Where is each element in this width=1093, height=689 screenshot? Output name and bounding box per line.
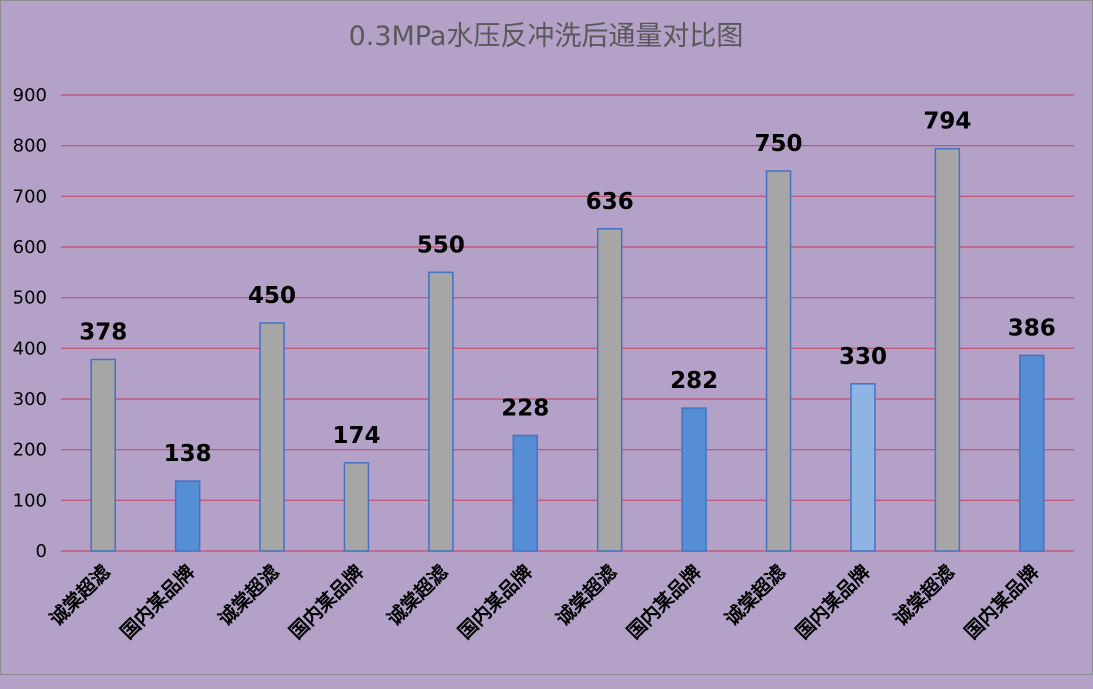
data-label: 174 bbox=[332, 423, 380, 449]
data-label: 450 bbox=[248, 283, 296, 309]
x-tick-label: 诚棠超滤 bbox=[889, 560, 959, 630]
bar bbox=[596, 228, 623, 552]
data-labels: 378 138 450 174 550 228 636 282 750 330 794 386 bbox=[79, 109, 1056, 467]
data-label: 228 bbox=[501, 395, 549, 421]
y-tick-label: 500 bbox=[13, 288, 47, 309]
bar bbox=[850, 383, 876, 552]
chart-area: 0.3MPa水压反冲洗后通量对比图 0 100 200 300 400 500 600 700… bbox=[0, 0, 1093, 675]
y-tick-label: 400 bbox=[13, 338, 47, 359]
bar bbox=[428, 271, 454, 552]
x-tick-label: 诚棠超滤 bbox=[45, 560, 115, 630]
data-label: 386 bbox=[1008, 315, 1056, 341]
x-tick-label: 诚棠超滤 bbox=[382, 560, 452, 630]
x-axis-ticks: 诚棠超滤 国内某品牌 诚棠超滤 国内某品牌 诚棠超滤 国内某品牌 诚棠超滤 国内某品牌 诚棠超滤… bbox=[45, 560, 1044, 643]
y-tick-label: 800 bbox=[13, 136, 47, 157]
x-tick-label: 诚棠超滤 bbox=[551, 560, 621, 630]
x-tick-label: 国内某品牌 bbox=[285, 560, 368, 643]
data-label: 636 bbox=[586, 189, 634, 215]
bar-chart: 0.3MPa水压反冲洗后通量对比图 0 100 200 300 400 500 600 700… bbox=[13, 21, 1074, 644]
bar bbox=[90, 358, 116, 552]
bar bbox=[1019, 354, 1045, 552]
gridlines bbox=[61, 94, 1074, 552]
data-label: 282 bbox=[670, 368, 718, 394]
bar bbox=[512, 434, 539, 552]
data-label: 138 bbox=[164, 441, 212, 467]
bar bbox=[174, 480, 201, 552]
y-tick-label: 900 bbox=[13, 85, 47, 106]
bar bbox=[343, 462, 370, 552]
x-tick-label: 国内某品牌 bbox=[622, 560, 705, 643]
x-tick-label: 诚棠超滤 bbox=[720, 560, 790, 630]
y-tick-label: 200 bbox=[13, 440, 47, 461]
x-tick-label: 国内某品牌 bbox=[453, 560, 536, 643]
bar bbox=[765, 170, 792, 552]
bar bbox=[681, 407, 707, 552]
data-label: 378 bbox=[79, 319, 127, 345]
data-label: 794 bbox=[923, 109, 971, 135]
y-tick-label: 0 bbox=[36, 541, 47, 562]
x-tick-label: 国内某品牌 bbox=[960, 560, 1043, 643]
chart-title: 0.3MPa水压反冲洗后通量对比图 bbox=[349, 21, 744, 52]
x-tick-label: 国内某品牌 bbox=[791, 560, 874, 643]
x-tick-label: 国内某品牌 bbox=[116, 560, 199, 643]
data-label: 330 bbox=[839, 344, 887, 370]
y-tick-label: 600 bbox=[13, 237, 47, 258]
y-tick-label: 300 bbox=[13, 389, 47, 410]
y-axis-ticks: 0 100 200 300 400 500 600 700 800 900 bbox=[13, 85, 47, 562]
bar bbox=[934, 147, 961, 552]
bar bbox=[259, 322, 285, 552]
bars bbox=[90, 147, 1045, 552]
x-tick-label: 诚棠超滤 bbox=[214, 560, 284, 630]
y-tick-label: 100 bbox=[13, 490, 47, 511]
data-label: 550 bbox=[417, 232, 465, 258]
data-label: 750 bbox=[755, 131, 803, 157]
y-tick-label: 700 bbox=[13, 186, 47, 207]
